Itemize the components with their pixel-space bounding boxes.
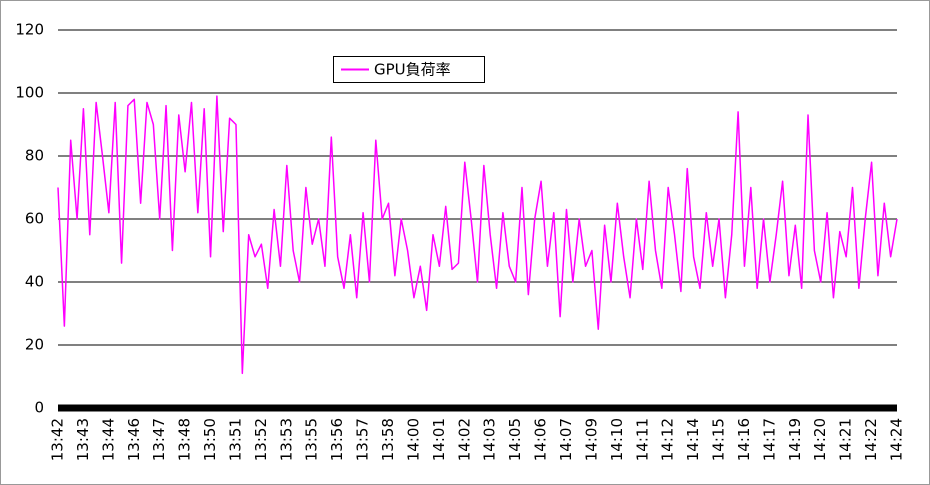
x-tick-label: 14:14 xyxy=(684,418,702,461)
y-tick-label: 40 xyxy=(25,273,44,291)
x-tick-label: 14:15 xyxy=(710,418,728,461)
y-tick-label: 80 xyxy=(25,147,44,165)
x-tick-label: 14:21 xyxy=(837,418,855,461)
x-tick-label: 13:58 xyxy=(379,418,397,461)
legend-label: GPU負荷率 xyxy=(374,61,451,79)
x-tick-label: 14:20 xyxy=(811,418,829,461)
x-tick-label: 13:51 xyxy=(226,418,244,461)
x-tick-label: 14:03 xyxy=(481,418,499,461)
x-tick-label: 14:12 xyxy=(659,418,677,461)
x-tick-label: 14:22 xyxy=(862,418,880,461)
x-tick-label: 13:47 xyxy=(150,418,168,461)
x-tick-label: 14:06 xyxy=(532,418,550,461)
x-tick-label: 13:48 xyxy=(176,418,194,461)
y-tick-label: 120 xyxy=(15,21,44,39)
y-tick-label: 0 xyxy=(34,399,44,417)
x-tick-label: 13:43 xyxy=(74,418,92,461)
x-tick-label: 14:11 xyxy=(633,418,651,461)
y-tick-label: 100 xyxy=(15,84,44,102)
y-tick-label: 20 xyxy=(25,336,44,354)
x-tick-label: 13:50 xyxy=(201,418,219,461)
x-tick-label: 14:07 xyxy=(557,418,575,461)
x-tick-label: 13:44 xyxy=(99,418,117,461)
x-tick-label: 14:09 xyxy=(582,418,600,461)
x-tick-label: 13:46 xyxy=(125,418,143,461)
x-tick-label: 14:16 xyxy=(735,418,753,461)
x-tick-label: 14:02 xyxy=(455,418,473,461)
x-tick-label: 13:52 xyxy=(252,418,270,461)
x-tick-label: 13:57 xyxy=(354,418,372,461)
legend: GPU負荷率 xyxy=(333,56,485,83)
data-line xyxy=(57,95,898,375)
x-tick-label: 14:05 xyxy=(506,418,524,461)
x-tick-label: 14:00 xyxy=(404,418,422,461)
x-tick-label: 14:01 xyxy=(430,418,448,461)
x-tick-label: 13:42 xyxy=(49,418,67,461)
x-tick-label: 13:56 xyxy=(328,418,346,461)
x-tick-label: 14:17 xyxy=(760,418,778,461)
x-tick-label: 13:55 xyxy=(303,418,321,461)
x-tick-label: 14:24 xyxy=(888,418,906,461)
x-tick-label: 13:53 xyxy=(277,418,295,461)
x-tick-label: 14:10 xyxy=(608,418,626,461)
y-tick-label: 60 xyxy=(25,210,44,228)
x-tick-label: 14:19 xyxy=(786,418,804,461)
